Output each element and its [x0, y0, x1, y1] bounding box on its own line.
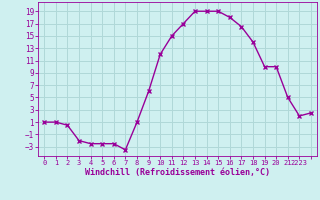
X-axis label: Windchill (Refroidissement éolien,°C): Windchill (Refroidissement éolien,°C)	[85, 168, 270, 177]
